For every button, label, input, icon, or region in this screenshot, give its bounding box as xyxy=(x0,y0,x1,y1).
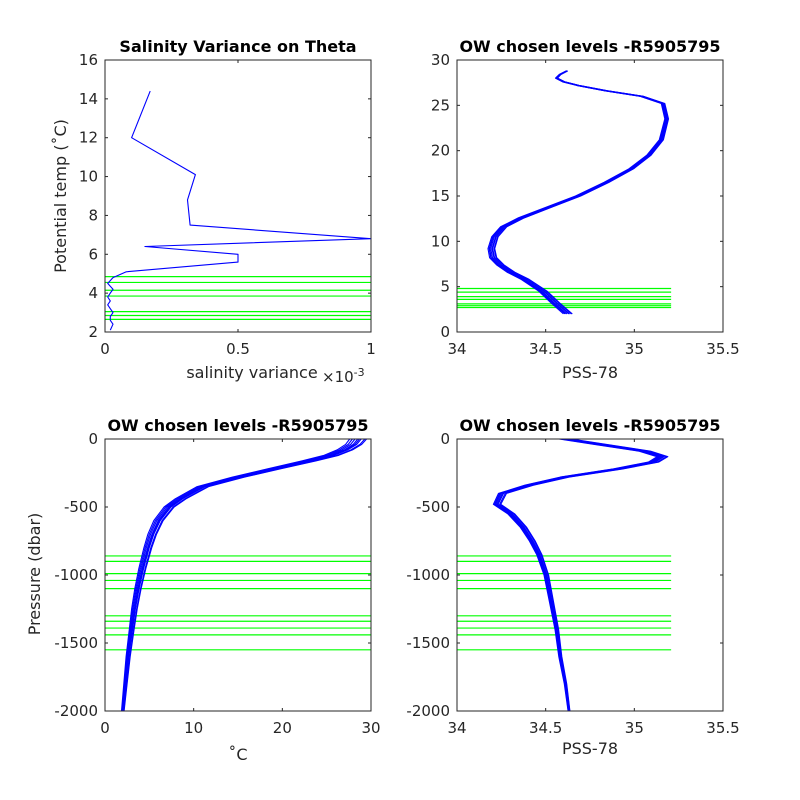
panel-title: OW chosen levels -R5905795 xyxy=(459,416,720,435)
y-tick-label: 15 xyxy=(431,187,450,205)
x-exponent-base: ×10 xyxy=(322,368,354,386)
y-tick-label: 30 xyxy=(431,51,450,69)
x-tick-label: 35.5 xyxy=(706,340,739,358)
y-tick-label: -500 xyxy=(416,498,450,516)
plot-marks xyxy=(105,90,372,331)
y-tick-label: 12 xyxy=(79,129,98,147)
x-tick-label: 1 xyxy=(366,340,376,358)
profile-line xyxy=(120,438,351,712)
y-tick-label: 14 xyxy=(79,90,98,108)
profile-line xyxy=(494,438,660,712)
axes: 34 34.5 35 35.5 -2000 -1500 -1000 -500 0 xyxy=(406,430,739,737)
profile-line xyxy=(496,438,664,712)
profile-line xyxy=(492,438,658,712)
y-tick-label: -1000 xyxy=(54,566,98,584)
x-tick-label: 30 xyxy=(361,719,380,737)
y-tick-label: 0 xyxy=(440,430,450,448)
x-axis-label: PSS-78 xyxy=(562,363,618,382)
x-axis-label: salinity variance xyxy=(186,363,317,382)
y-tick-label: 0 xyxy=(440,323,450,341)
x-tick-label: 0.5 xyxy=(226,340,250,358)
panel-theta-salinity: OW chosen levels -R5905795 34 34.5 35 35.5 0… xyxy=(431,37,740,382)
profile-line xyxy=(491,70,668,315)
x-tick-label: 34.5 xyxy=(529,719,562,737)
y-tick-label: -1500 xyxy=(406,634,450,652)
panel-salinity-variance: Salinity Variance on Theta 0 0.5 124681012… xyxy=(51,37,376,386)
y-tick-label: 8 xyxy=(88,206,98,224)
y-tick-label: 2 xyxy=(88,323,98,341)
profile-line xyxy=(121,438,353,712)
y-tick-label: 10 xyxy=(79,168,98,186)
panel-title: OW chosen levels -R5905795 xyxy=(107,416,368,435)
profile-line xyxy=(500,438,669,712)
y-tick-label: 10 xyxy=(431,232,450,250)
axes: 0 10 20 30 -2000 -1500 -1000 -500 0 xyxy=(54,430,380,737)
x-tick-label: 35.5 xyxy=(706,719,739,737)
y-tick-label: 0 xyxy=(88,430,98,448)
plot-marks xyxy=(457,438,672,712)
panel-salinity-pressure: OW chosen levels -R5905795 34 34.5 35 35.5 -… xyxy=(406,416,739,758)
y-tick-label: 25 xyxy=(431,96,450,114)
x-exponent-power: -3 xyxy=(354,366,365,379)
y-tick-label: 16 xyxy=(79,51,98,69)
y-tick-label: 20 xyxy=(431,142,450,160)
x-tick-label: 34 xyxy=(447,340,466,358)
axes: 34 34.5 35 35.5 0 5 10 15 20 25 30 xyxy=(431,51,740,358)
profile-line xyxy=(107,90,372,331)
y-tick-label: -1000 xyxy=(406,566,450,584)
x-tick-label: 0 xyxy=(100,340,110,358)
x-tick-label: 20 xyxy=(273,719,292,737)
panel-temperature-pressure: OW chosen levels -R5905795 0 10 20 30 -2000 -… xyxy=(25,416,381,764)
y-axis-label: Pressure (dbar) xyxy=(25,513,44,636)
y-tick-label: -500 xyxy=(64,498,98,516)
y-tick-label: -1500 xyxy=(54,634,98,652)
x-axis-label: ˚C xyxy=(228,745,247,764)
x-axis-exponent: ×10-3 xyxy=(322,366,365,386)
y-tick-label: -2000 xyxy=(406,702,450,720)
panel-title: Salinity Variance on Theta xyxy=(119,37,356,56)
plot-marks xyxy=(105,438,371,712)
profile-line xyxy=(122,438,360,712)
y-axis-label: Potential temp (˚C) xyxy=(51,119,70,273)
y-tick-label: 6 xyxy=(88,245,98,263)
x-tick-label: 34 xyxy=(447,719,466,737)
x-tick-label: 35 xyxy=(625,719,644,737)
x-tick-label: 10 xyxy=(184,719,203,737)
y-tick-label: 5 xyxy=(440,278,450,296)
plot-marks xyxy=(457,70,672,315)
x-axis-label: PSS-78 xyxy=(562,739,618,758)
x-tick-label: 34.5 xyxy=(529,340,562,358)
x-tick-label: 35 xyxy=(625,340,644,358)
profile-line xyxy=(121,438,356,712)
profile-line xyxy=(123,438,368,712)
panel-title: OW chosen levels -R5905795 xyxy=(459,37,720,56)
y-tick-label: 4 xyxy=(88,284,98,302)
x-tick-label: 0 xyxy=(100,719,110,737)
y-tick-label: -2000 xyxy=(54,702,98,720)
